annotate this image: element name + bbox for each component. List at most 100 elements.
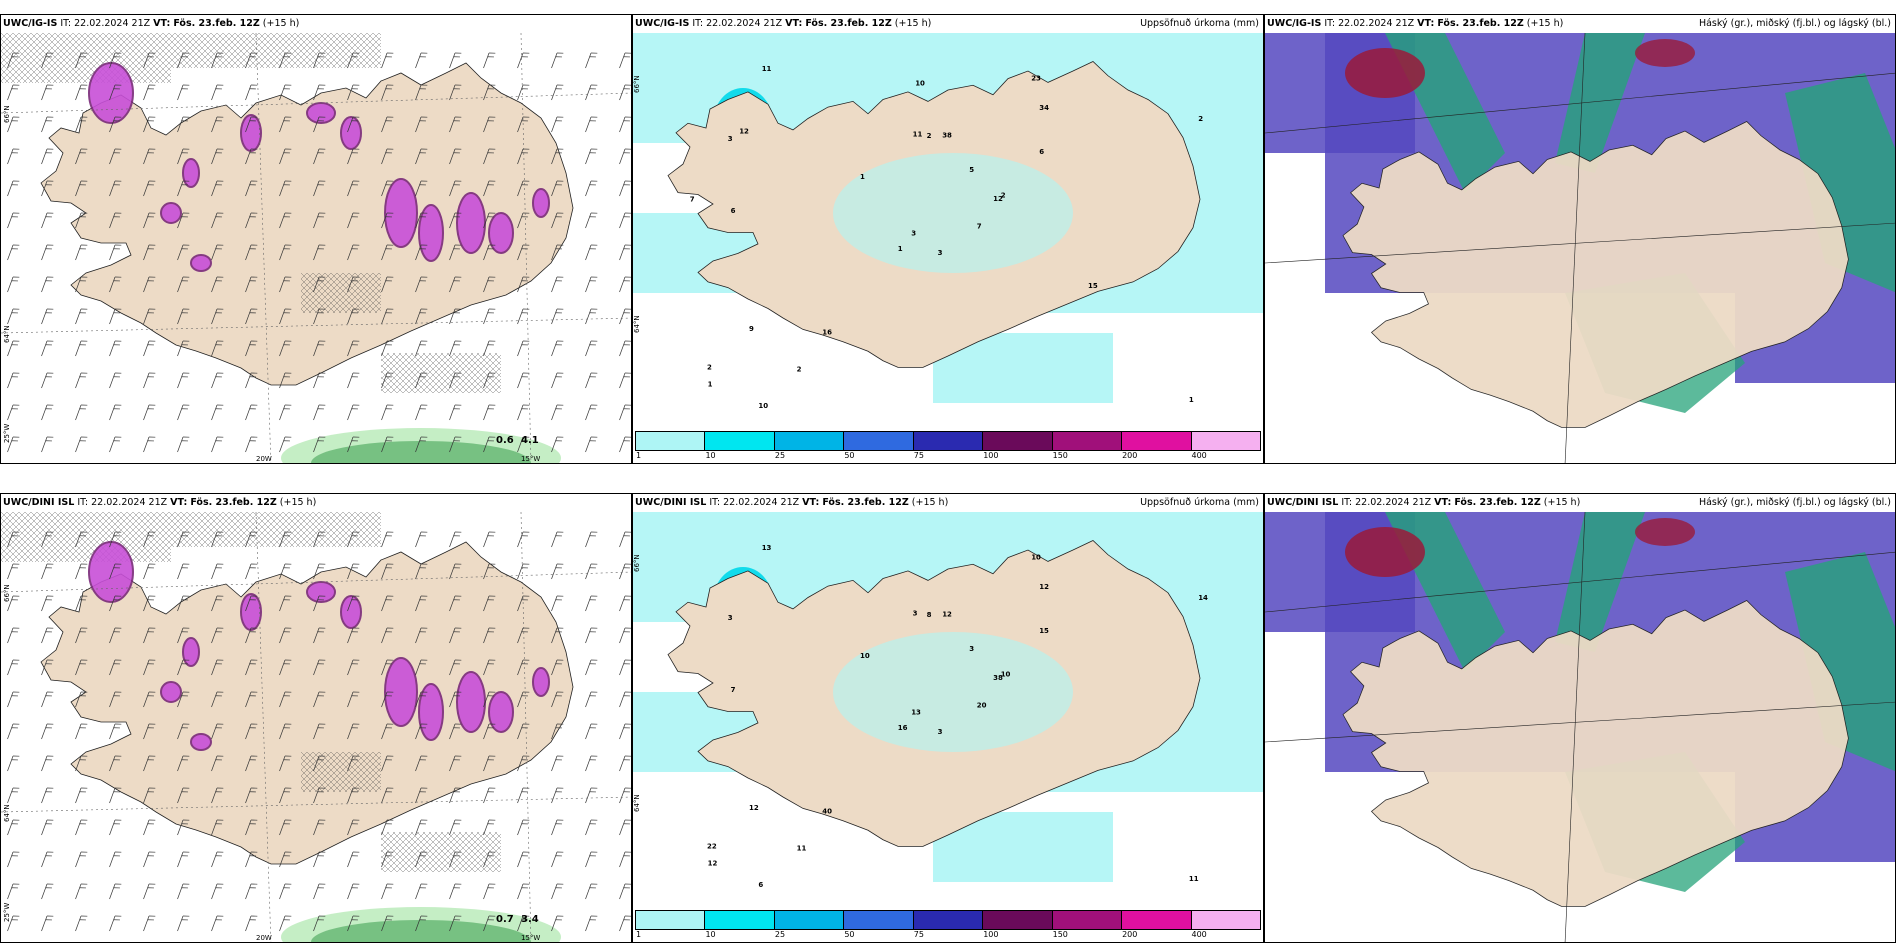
lat-label: 64°N: [633, 315, 641, 333]
wind-barb: [41, 276, 54, 293]
wind-barb: [245, 52, 258, 69]
wind-barb: [41, 212, 54, 229]
wind-barb: [619, 84, 631, 101]
precip-value: 2: [1198, 115, 1203, 123]
wind-barb: [75, 851, 88, 868]
graticule: [1564, 512, 1586, 942]
wind-barb: [279, 659, 292, 676]
precip-blob: [456, 192, 486, 254]
wind-barb: [7, 436, 20, 453]
precip-value: 3: [969, 645, 974, 653]
wind-barb: [7, 308, 20, 325]
wind-barb: [313, 244, 326, 261]
wind-barb: [347, 84, 360, 101]
wind-barb: [313, 595, 326, 612]
wind-barb: [619, 883, 631, 900]
wind-barb: [211, 148, 224, 165]
precip-blob: [488, 691, 514, 733]
wind-barb: [75, 819, 88, 836]
wind-barb: [41, 116, 54, 133]
wind-barb: [449, 915, 462, 932]
wind-barb: [619, 52, 631, 69]
wind-barb: [551, 84, 564, 101]
wind-barb: [347, 723, 360, 740]
wind-barb: [41, 404, 54, 421]
wind-barb: [245, 340, 258, 357]
wind-barb: [585, 787, 598, 804]
panel-subtitle: Uppsöfnuð úrkoma (mm): [1140, 497, 1259, 508]
precip-blob: [384, 657, 418, 727]
wind-barb: [245, 659, 258, 676]
wind-barb: [449, 819, 462, 836]
colorbar-tick: 10: [705, 451, 716, 460]
wind-barb: [381, 915, 394, 932]
wind-barb: [7, 212, 20, 229]
graticule: [1, 796, 631, 813]
panel-subtitle: Uppsöfnuð úrkoma (mm): [1140, 18, 1259, 29]
wind-barb: [41, 148, 54, 165]
precip-value: 13: [762, 544, 772, 552]
wind-barb: [313, 372, 326, 389]
wind-barb: [313, 340, 326, 357]
wind-barb: [7, 84, 20, 101]
precip-blob: [182, 637, 200, 667]
wind-barb: [347, 755, 360, 772]
precip-value: 11: [762, 65, 772, 73]
wind-barb: [483, 116, 496, 133]
wind-barb: [75, 915, 88, 932]
wind-barb: [551, 308, 564, 325]
colorbar-swatch: 400: [1191, 432, 1260, 460]
wind-barb: [109, 595, 122, 612]
precip-field: [833, 153, 1073, 273]
wind-barb: [245, 436, 258, 453]
wind-barb: [517, 595, 530, 612]
wind-barb: [109, 180, 122, 197]
wind-barb: [415, 915, 428, 932]
wind-barb: [347, 627, 360, 644]
precip-value: 7: [731, 686, 736, 694]
wind-barb: [517, 308, 530, 325]
wind-barb: [551, 340, 564, 357]
wind-barb: [483, 819, 496, 836]
wind-barb: [347, 851, 360, 868]
wind-barb: [381, 404, 394, 421]
wind-barb: [313, 212, 326, 229]
wind-barb: [619, 691, 631, 708]
wind-barb: [381, 180, 394, 197]
wind-barb: [7, 787, 20, 804]
wind-barb: [41, 659, 54, 676]
wind-barb: [551, 819, 564, 836]
wind-barb: [381, 148, 394, 165]
wind-barb: [245, 723, 258, 740]
wind-barb: [449, 116, 462, 133]
wind-barb: [211, 563, 224, 580]
wind-barb: [517, 244, 530, 261]
wind-barb: [177, 819, 190, 836]
wind-barb: [483, 404, 496, 421]
wind-barb: [449, 212, 462, 229]
wind-barb: [109, 212, 122, 229]
precip-value: 12: [1039, 583, 1049, 591]
lon-label: 25°W: [3, 903, 11, 922]
wind-barb: [7, 52, 20, 69]
wind-barb: [415, 180, 428, 197]
wind-barb: [7, 755, 20, 772]
wind-barb: [381, 52, 394, 69]
wind-barb: [449, 723, 462, 740]
wind-barb: [41, 691, 54, 708]
wind-barb: [109, 404, 122, 421]
wind-barb: [347, 659, 360, 676]
wind-barb: [109, 148, 122, 165]
wind-barb: [619, 404, 631, 421]
wind-barb: [7, 244, 20, 261]
wind-barb: [177, 404, 190, 421]
wind-barb: [143, 372, 156, 389]
panel-top-right: UWC/IG-IS IT: 22.02.2024 21Z VT: Fös. 23…: [1264, 14, 1896, 464]
precip-blob: [384, 178, 418, 248]
wind-barb: [415, 627, 428, 644]
graticule: [1265, 701, 1895, 743]
precip-blob: [88, 541, 134, 603]
wind-barb: [109, 276, 122, 293]
wind-barb: [449, 659, 462, 676]
wind-barb: [211, 915, 224, 932]
